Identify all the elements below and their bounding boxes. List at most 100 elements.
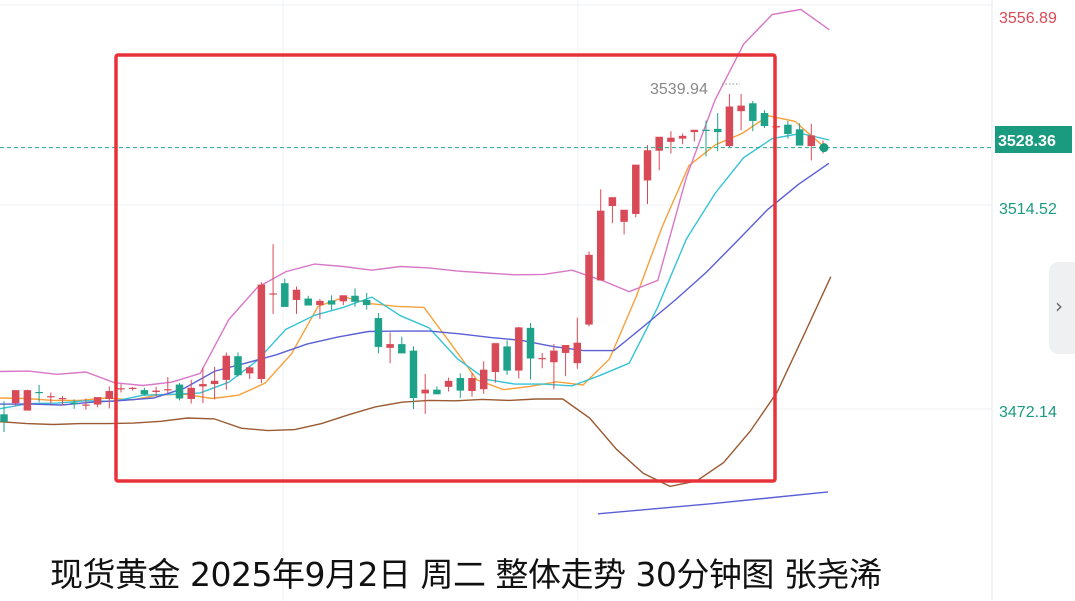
candle — [152, 386, 160, 397]
candle-body — [795, 129, 804, 146]
candle — [491, 343, 500, 383]
candle — [222, 352, 231, 390]
candle-body — [23, 390, 32, 411]
candle — [339, 295, 348, 306]
ma-cyan-line — [0, 132, 830, 410]
candle-body — [234, 356, 242, 376]
candle — [140, 387, 149, 396]
candle — [608, 197, 617, 224]
candle-body — [281, 283, 289, 307]
candle — [760, 110, 769, 128]
chart-grid — [0, 0, 993, 601]
candle — [702, 120, 710, 157]
candle — [128, 386, 137, 391]
candle-body — [444, 380, 453, 387]
candle-body — [257, 284, 266, 379]
candle — [269, 244, 277, 314]
candle-body — [351, 295, 359, 302]
candle-body — [82, 404, 90, 406]
candle — [749, 100, 757, 132]
candle — [620, 209, 628, 235]
candle — [690, 129, 699, 142]
candle — [374, 312, 383, 354]
candle-body — [362, 299, 371, 306]
candle-body — [526, 327, 535, 359]
candle — [70, 399, 78, 409]
candle — [386, 332, 394, 364]
candle-body — [632, 164, 640, 214]
candle — [304, 295, 312, 306]
boll-upper-line — [0, 8, 830, 387]
candles — [0, 93, 827, 432]
current-price-dot — [819, 143, 829, 153]
candle-body — [561, 345, 570, 353]
candle-body — [655, 136, 663, 151]
highlight-box — [114, 53, 777, 483]
sidebar-toggle-button[interactable]: › — [1049, 262, 1075, 354]
candle-body — [316, 300, 324, 306]
candle — [538, 352, 546, 369]
candle-body — [433, 389, 441, 395]
candle-body — [128, 387, 137, 390]
candle-body — [70, 402, 78, 405]
candle-body — [269, 293, 277, 295]
candle-body — [175, 384, 184, 399]
candle — [503, 340, 511, 375]
candle-body — [468, 378, 476, 392]
candle — [526, 323, 535, 380]
candle-body — [573, 342, 582, 364]
candle-body — [327, 300, 336, 305]
candle-body — [421, 389, 429, 394]
candle — [47, 392, 55, 404]
candle-body — [222, 355, 231, 380]
candle-body — [0, 414, 8, 422]
candle — [444, 377, 453, 392]
candle — [0, 401, 8, 432]
candle-body — [479, 369, 488, 390]
candle-body — [515, 327, 523, 371]
candle-body — [292, 289, 301, 300]
candle-body — [245, 367, 254, 374]
candle — [643, 145, 652, 205]
candle — [82, 398, 90, 410]
candle — [807, 123, 816, 161]
candle-body — [737, 105, 745, 112]
candle — [479, 361, 488, 394]
candle — [632, 164, 640, 218]
candle-body — [140, 390, 149, 395]
candle-body — [304, 298, 312, 306]
candle — [11, 390, 20, 407]
candle — [175, 383, 184, 401]
candle-body — [807, 135, 816, 147]
candle-body — [503, 346, 511, 371]
ma-blue-line — [597, 491, 829, 515]
candle — [655, 136, 663, 171]
indicator-lines — [0, 8, 832, 515]
candle-body — [11, 390, 20, 404]
candle-body — [456, 378, 465, 391]
candle — [737, 93, 745, 131]
candle-body — [35, 391, 43, 394]
candle-body — [105, 391, 114, 399]
candle — [713, 113, 722, 152]
candle-body — [608, 197, 617, 207]
candle — [234, 352, 242, 377]
candle-body — [58, 398, 67, 400]
candle-body — [784, 124, 792, 134]
candle-body — [585, 254, 593, 325]
candle — [199, 367, 207, 404]
candle-body — [210, 380, 219, 385]
candle — [362, 292, 371, 310]
candle-body — [690, 129, 699, 133]
candle-body — [760, 113, 769, 127]
candle — [550, 344, 558, 390]
candle-body — [491, 343, 500, 372]
candle-body — [398, 344, 406, 354]
candle-body — [643, 150, 652, 181]
candle — [409, 346, 418, 410]
candle — [105, 386, 114, 409]
candle — [58, 396, 67, 406]
candle — [573, 317, 582, 369]
candle — [725, 93, 734, 147]
